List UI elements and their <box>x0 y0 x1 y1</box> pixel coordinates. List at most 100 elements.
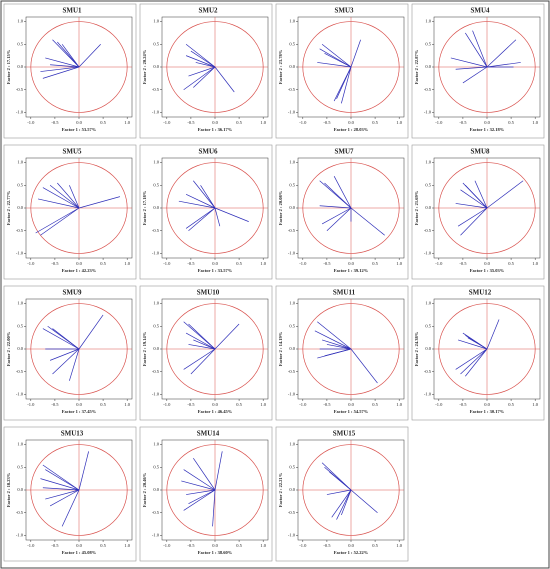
panel-border <box>3 285 137 421</box>
x-tick-label: 0.5 <box>236 261 242 266</box>
x-tick-label: 0.5 <box>372 543 378 548</box>
loading-vector <box>465 335 488 350</box>
x-tick-label: 1.0 <box>124 402 130 407</box>
loading-vector <box>188 323 216 350</box>
x-axis-label: Factor 1 : 38.60% <box>198 550 233 555</box>
panel-border <box>139 285 273 421</box>
y-tick-label: -0.5 <box>16 87 24 92</box>
y-tick-label: -1.0 <box>288 109 296 114</box>
x-tick-label: 0.5 <box>236 543 242 548</box>
y-axis-label: Factor 2 : 18.23% <box>6 472 11 507</box>
x-tick-label: 0.5 <box>100 120 106 125</box>
y-tick-label: -0.5 <box>288 510 296 515</box>
panel-border <box>411 285 545 421</box>
x-tick-label: -1.0 <box>299 261 307 266</box>
x-tick-label: 0.5 <box>100 261 106 266</box>
y-axis-label: Factor 2 : 19.14% <box>142 331 147 366</box>
loading-vector <box>45 469 80 491</box>
loading-vector <box>317 321 352 350</box>
loading-vector <box>465 185 488 209</box>
loading-vector <box>341 66 352 104</box>
x-tick-label: -0.5 <box>187 120 195 125</box>
y-tick-label: -1.0 <box>16 109 24 114</box>
panel-border <box>3 426 137 562</box>
panel-border <box>275 3 409 139</box>
panel-border <box>275 144 409 280</box>
x-axis-label: Factor 1 : 33.57% <box>198 268 233 273</box>
loading-vector <box>457 339 488 350</box>
y-tick-label: -1.0 <box>288 250 296 255</box>
x-axis-label: Factor 1 : 35.03% <box>470 268 505 273</box>
panel-title: SMU15 <box>333 430 356 438</box>
x-tick-label: -1.0 <box>163 120 171 125</box>
loading-vector <box>52 328 80 350</box>
x-axis-label: Factor 1 : 30.17% <box>470 409 505 414</box>
y-tick-label: -1.0 <box>424 250 432 255</box>
x-tick-label: 0.0 <box>348 402 354 407</box>
x-tick-label: 0.0 <box>484 261 490 266</box>
panel: SMU14 -1.0 -0.5 0.0 0.5 1.0 -1.0 -0.5 0.0 0.5 1.0 F… <box>139 426 273 562</box>
loading-vector <box>455 203 488 209</box>
y-axis-label: Factor 2 : 23.78% <box>278 49 283 84</box>
loading-vector <box>49 348 80 361</box>
x-tick-label: 1.0 <box>124 261 130 266</box>
loading-vector <box>185 332 216 350</box>
panel: SMU4 -1.0 -0.5 0.0 0.5 1.0 -1.0 -0.5 0.0 0.5 1.0 Fa… <box>411 3 545 139</box>
loading-vector <box>350 489 378 513</box>
loading-vector <box>317 62 352 68</box>
y-tick-label: -1.0 <box>16 250 24 255</box>
y-tick-label: -0.5 <box>152 369 160 374</box>
loading-vector <box>188 344 216 350</box>
x-tick-label: 1.0 <box>260 261 266 266</box>
x-tick-label: -1.0 <box>27 543 35 548</box>
x-tick-label: 1.0 <box>532 402 538 407</box>
x-tick-label: 0.5 <box>508 120 514 125</box>
x-tick-label: -0.5 <box>187 261 195 266</box>
x-tick-label: 0.5 <box>236 402 242 407</box>
y-tick-label: 0.5 <box>153 464 159 469</box>
x-tick-label: 1.0 <box>396 261 402 266</box>
x-tick-label: 1.0 <box>396 402 402 407</box>
y-tick-label: -0.5 <box>424 369 432 374</box>
panel-border <box>139 3 273 139</box>
loading-vector <box>185 194 216 209</box>
loading-vector <box>324 182 352 209</box>
loading-vector <box>212 489 216 527</box>
y-tick-label: -0.5 <box>16 369 24 374</box>
panel-title: SMU3 <box>334 7 354 15</box>
loading-vector <box>57 41 80 68</box>
panel-title: SMU8 <box>470 148 490 156</box>
x-tick-label: 0.5 <box>236 120 242 125</box>
x-tick-label: 0.0 <box>76 402 82 407</box>
loading-vector <box>185 207 216 229</box>
y-tick-label: 0.0 <box>289 346 295 351</box>
panel-title: SMU10 <box>197 289 220 297</box>
loading-vector <box>40 207 80 236</box>
loading-vector <box>324 348 352 357</box>
panel: SMU10 -1.0 -0.5 0.0 0.5 1.0 -1.0 -0.5 0.0 0.5 1.0 F… <box>139 285 273 421</box>
panel: SMU12 -1.0 -0.5 0.0 0.5 1.0 -1.0 -0.5 0.0 0.5 1.0 F… <box>411 285 545 421</box>
x-tick-label: 0.5 <box>508 402 514 407</box>
x-tick-label: -1.0 <box>27 120 35 125</box>
loading-vector <box>40 478 80 491</box>
loading-vector <box>178 200 216 209</box>
x-tick-label: -0.5 <box>323 261 331 266</box>
loading-vector <box>69 348 80 381</box>
loading-vector <box>42 66 80 79</box>
x-tick-label: 0.5 <box>372 120 378 125</box>
loading-vector <box>214 66 235 93</box>
panel-title: SMU14 <box>197 430 220 438</box>
x-tick-label: 0.0 <box>76 543 82 548</box>
x-tick-label: 0.5 <box>508 261 514 266</box>
y-axis-label: Factor 2 : 20.46% <box>142 472 147 507</box>
loading-vector <box>214 207 249 222</box>
y-tick-label: -1.0 <box>424 109 432 114</box>
loading-vector <box>181 480 216 491</box>
x-tick-label: 1.0 <box>124 120 130 125</box>
loading-vector <box>455 348 488 370</box>
x-axis-label: Factor 1 : 36.17% <box>198 127 233 132</box>
x-axis-label: Factor 1 : 42.23% <box>62 268 97 273</box>
y-axis-label: Factor 2 : 14.19% <box>278 331 283 366</box>
loading-vector <box>324 53 352 68</box>
